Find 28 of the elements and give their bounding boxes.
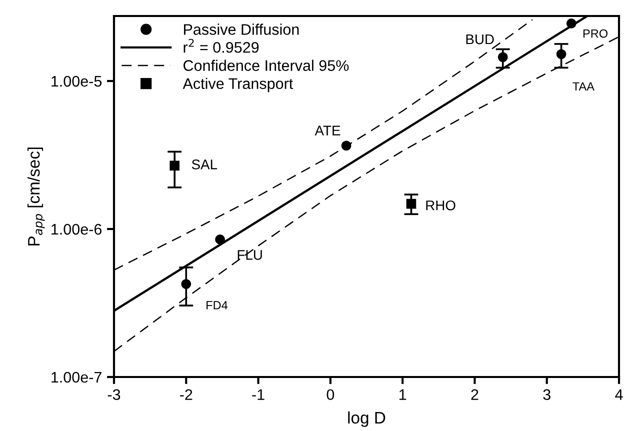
legend-label: r$^{2}$ = 0.9529 <box>184 38 259 53</box>
x-tick-label: 2 <box>471 389 478 400</box>
point <box>341 140 352 151</box>
legend-label: Passive Diffusion <box>184 24 299 35</box>
annotation: FLU <box>238 250 262 260</box>
annotation: RHO <box>426 200 456 210</box>
y-tick-label: 1.00e-5 <box>52 76 102 87</box>
annotation: TAA <box>572 82 594 90</box>
annotation: BUD <box>466 34 494 44</box>
x-tick-label: 1 <box>399 389 406 400</box>
annotation: SAL <box>192 160 218 170</box>
y-tick-label: 1.00e-6 <box>52 224 102 235</box>
x-tick-label: -3 <box>108 389 120 400</box>
x-tick-label: -2 <box>180 389 192 400</box>
x-tick-label: 4 <box>615 389 623 400</box>
x-tick-label: 0 <box>326 389 334 400</box>
x-tick-label: -1 <box>252 389 264 400</box>
x-tick-label: 3 <box>543 389 550 400</box>
annotation: ATE <box>314 126 340 136</box>
y-tick-label: 1.00e-7 <box>52 372 102 383</box>
annotation: PRO <box>583 29 608 38</box>
annotation: FD4 <box>206 301 228 310</box>
x-axis-title: log D <box>348 411 386 427</box>
legend-label: Active Transport <box>182 78 294 92</box>
point <box>566 18 576 28</box>
y-axis-title: P$_{app}$ [cm/sec] <box>27 148 45 246</box>
legend-label: Confidence Interval 95% <box>184 60 349 71</box>
point <box>215 234 225 244</box>
